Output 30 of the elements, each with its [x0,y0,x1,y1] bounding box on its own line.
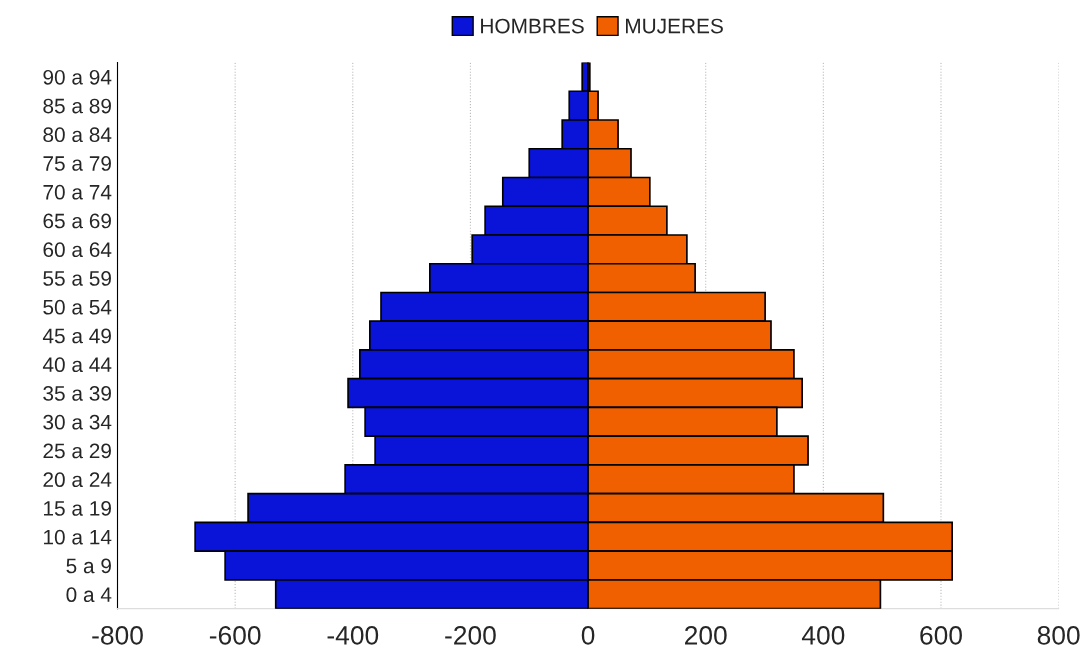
y-tick-label: 30 a 34 [43,414,112,430]
y-tick-label: 90 a 94 [43,69,112,85]
y-tick-label: 5 a 9 [66,558,111,574]
y-tick-label: 0 a 4 [66,587,112,603]
x-tick-label: 800 [1037,626,1080,645]
x-tick-label: -400 [327,626,379,645]
y-tick-label: 35 a 39 [43,386,111,401]
y-tick-label: 70 a 74 [43,184,112,200]
y-tick-label: 40 a 44 [42,357,112,373]
y-tick-label: 15 a 19 [44,501,111,516]
legend-label: HOMBRES [481,18,584,34]
y-tick-label: 25 a 29 [43,443,111,459]
y-tick-label: 85 a 89 [43,98,111,114]
x-tick-label: 200 [685,626,727,645]
y-tick-label: 45 a 49 [42,328,111,344]
x-tick-label: 600 [920,626,962,645]
y-tick-label: 20 a 24 [43,472,112,488]
y-tick-label: 80 a 84 [43,127,112,143]
legend-label: MUJERES [626,18,723,34]
x-tick-label: -600 [209,626,261,645]
x-tick-label: 400 [801,626,845,645]
x-tick-label: 0 [581,626,595,645]
x-tick-label: -200 [445,626,496,645]
y-tick-label: 10 a 14 [44,529,112,545]
x-tick-label: -800 [92,626,143,645]
y-tick-label: 60 a 64 [43,242,112,258]
y-tick-label: 65 a 69 [43,213,111,229]
y-tick-label: 55 a 59 [43,271,111,286]
y-tick-label: 75 a 79 [43,156,111,171]
y-tick-label: 50 a 54 [43,299,112,315]
